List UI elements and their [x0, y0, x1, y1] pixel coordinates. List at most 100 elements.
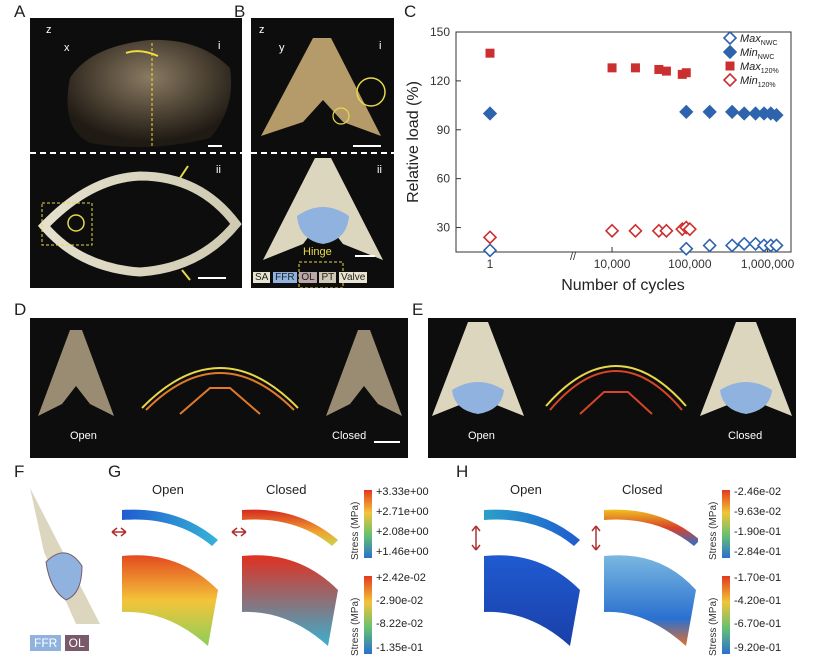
- legend-marker-0: [722, 30, 738, 46]
- h-stress-label-bottom: Stress (MPa): [708, 597, 719, 656]
- panel-label-b: B: [234, 2, 246, 21]
- panel-a-image: z x i ii: [30, 18, 242, 288]
- panel-b-image: z y i ii Hinge SA FFR OL PT Valve: [251, 18, 394, 288]
- h-cb-top-2: -1.90e-01: [734, 526, 782, 538]
- panel-label-f: F: [14, 462, 25, 481]
- panel-label-a: A: [14, 2, 26, 21]
- legend-label-2: Max120%: [740, 61, 779, 75]
- point-0-4: [737, 236, 752, 251]
- g-closed-title: Closed: [266, 482, 307, 497]
- h-cb-bottom-1: -4.20e-01: [734, 595, 782, 607]
- legend-label-3: Min120%: [740, 75, 776, 89]
- g-stress-maps: [111, 509, 338, 646]
- point-3-2: [628, 223, 643, 238]
- h-colorbar-bottom: [722, 576, 730, 654]
- h-closed-title: Closed: [622, 482, 663, 497]
- x-tick-label-3: 1,000,000: [741, 257, 795, 271]
- axis-x-label: x: [64, 42, 70, 54]
- h-cb-bottom-2: -6.70e-01: [734, 618, 782, 630]
- g-stress-label-bottom: Stress (MPa): [350, 597, 361, 656]
- h-colorbar-top: [722, 490, 730, 558]
- g-cb-top-3: +1.46e+00: [376, 546, 429, 558]
- axis-y-label: y: [279, 42, 285, 54]
- hinge-mesh-figure: [30, 488, 100, 624]
- legend-ol: OL: [299, 272, 317, 283]
- sub-label-i: i: [218, 40, 221, 52]
- sub-label-ii: ii: [377, 164, 382, 176]
- point-3-1: [604, 223, 620, 238]
- point-1-4: [737, 106, 752, 121]
- g-cb-top-0: +3.33e+00: [376, 486, 429, 498]
- legend-marker-3: [722, 72, 738, 88]
- point-0-2: [702, 238, 717, 253]
- open-label: Open: [70, 430, 97, 442]
- g-colorbar-bottom: [364, 576, 372, 654]
- point-1-1: [679, 104, 694, 119]
- panel-label-d: D: [14, 300, 27, 319]
- panel-label-e: E: [412, 300, 424, 319]
- legend-ffr: FFR: [30, 635, 62, 651]
- g-cb-bottom-0: +2.42e-02: [376, 572, 426, 584]
- legend-valve: Valve: [339, 272, 368, 283]
- g-cb-top-2: +2.08e+00: [376, 526, 429, 538]
- panel-label-g: G: [108, 462, 122, 481]
- panel-label-h: H: [456, 462, 469, 481]
- point-1-0: [482, 106, 498, 121]
- h-open-title: Open: [510, 482, 542, 497]
- y-axis-label: Relative load (%): [405, 81, 422, 203]
- point-0-1: [679, 241, 694, 256]
- point-1-8: [769, 107, 784, 123]
- axis-z-label: z: [46, 24, 52, 36]
- f-legend: FFR OL: [30, 635, 89, 651]
- g-cb-top-1: +2.71e+00: [376, 506, 429, 518]
- point-0-8: [769, 238, 784, 253]
- point-2-1: [607, 63, 617, 73]
- y-tick-label-2: 90: [437, 123, 451, 137]
- x-tick-label-2: 100,000: [668, 257, 712, 271]
- legend-marker-1: [722, 44, 738, 60]
- open-label: Open: [468, 430, 495, 442]
- g-stress-label-top: Stress (MPa): [350, 501, 361, 560]
- legend-pt: PT: [319, 272, 337, 283]
- legend-sa: SA: [253, 272, 271, 283]
- g-colorbar-top: [364, 490, 372, 558]
- panel-e-image: Open Closed: [428, 318, 796, 458]
- g-cb-bottom-2: -8.22e-02: [376, 618, 424, 630]
- region-legend: SA FFR OL PT Valve: [253, 272, 368, 283]
- sub-label-i: i: [379, 40, 382, 52]
- y-tick-label-0: 30: [437, 221, 451, 235]
- panel-d-image: Open Closed: [30, 318, 408, 458]
- h-cb-top-3: -2.84e-01: [734, 546, 782, 558]
- h-cb-bottom-3: -9.20e-01: [734, 642, 782, 654]
- y-tick-label-4: 150: [430, 25, 450, 39]
- cycle-load-chart: Relative load (%) Number of cycles 30 60 9…: [405, 25, 795, 294]
- point-2-3: [654, 64, 664, 74]
- point-2-4: [661, 66, 671, 76]
- closed-label: Closed: [332, 430, 367, 442]
- x-axis-label: Number of cycles: [561, 277, 685, 294]
- point-2-2: [630, 63, 640, 73]
- legend-ffr: FFR: [273, 272, 297, 283]
- sub-label-ii: ii: [216, 164, 221, 176]
- h-cb-bottom-0: -1.70e-01: [734, 572, 782, 584]
- h-stress-maps: [471, 509, 698, 646]
- axis-break-mark: //: [570, 251, 577, 263]
- point-0-3: [724, 238, 740, 253]
- x-tick-label-1: 10,000: [594, 257, 631, 271]
- y-tick-label-3: 120: [430, 74, 450, 88]
- x-tick-label-0: 1: [487, 257, 494, 271]
- point-3-0: [482, 230, 498, 245]
- legend-label-0: MaxNWC: [740, 33, 778, 47]
- point-2-6: [681, 68, 691, 78]
- g-cb-bottom-1: -2.90e-02: [376, 595, 424, 607]
- axis-z-label: z: [259, 24, 265, 36]
- y-tick-label-1: 60: [437, 172, 451, 186]
- panel-label-c: C: [404, 2, 417, 21]
- open-closed-models: [432, 322, 792, 416]
- closed-label: Closed: [728, 430, 763, 442]
- point-1-3: [724, 104, 740, 119]
- chart-frame: [455, 31, 792, 253]
- point-3-7: [682, 222, 697, 237]
- point-3-4: [659, 223, 674, 238]
- h-stress-label-top: Stress (MPa): [708, 501, 719, 560]
